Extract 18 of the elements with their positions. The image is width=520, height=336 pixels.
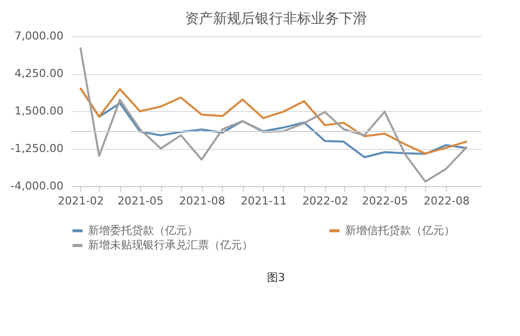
y-tick-label: -4,000.00 [10,180,64,192]
legend-label: 新增未贴现银行承兑汇票（亿元） [88,238,253,252]
y-tick-label: -1,250.00 [10,142,64,155]
x-tick-label: 2021-11 [240,194,287,208]
y-tick-label: 1,500.00 [14,104,64,118]
caption: 图3 [267,271,285,284]
y-tick-label: 4,250.00 [14,67,64,80]
x-tick-label: 2022-08 [424,194,470,208]
chart-title: 资产新规后银行非标业务下滑 [185,11,367,27]
y-tick-label: 7,000.00 [14,30,64,42]
x-tick-label: 2021-02 [58,194,104,208]
legend-label: 新增委托贷款（亿元） [88,224,198,237]
x-tick-label: 2021-08 [179,194,226,208]
line-series [79,46,468,183]
x-tick-label: 2022-02 [302,194,348,208]
legend-label: 新增信托贷款（亿元） [345,224,455,237]
x-tick-label: 2022-05 [362,194,408,208]
x-tick-label: 2021-05 [118,194,164,208]
